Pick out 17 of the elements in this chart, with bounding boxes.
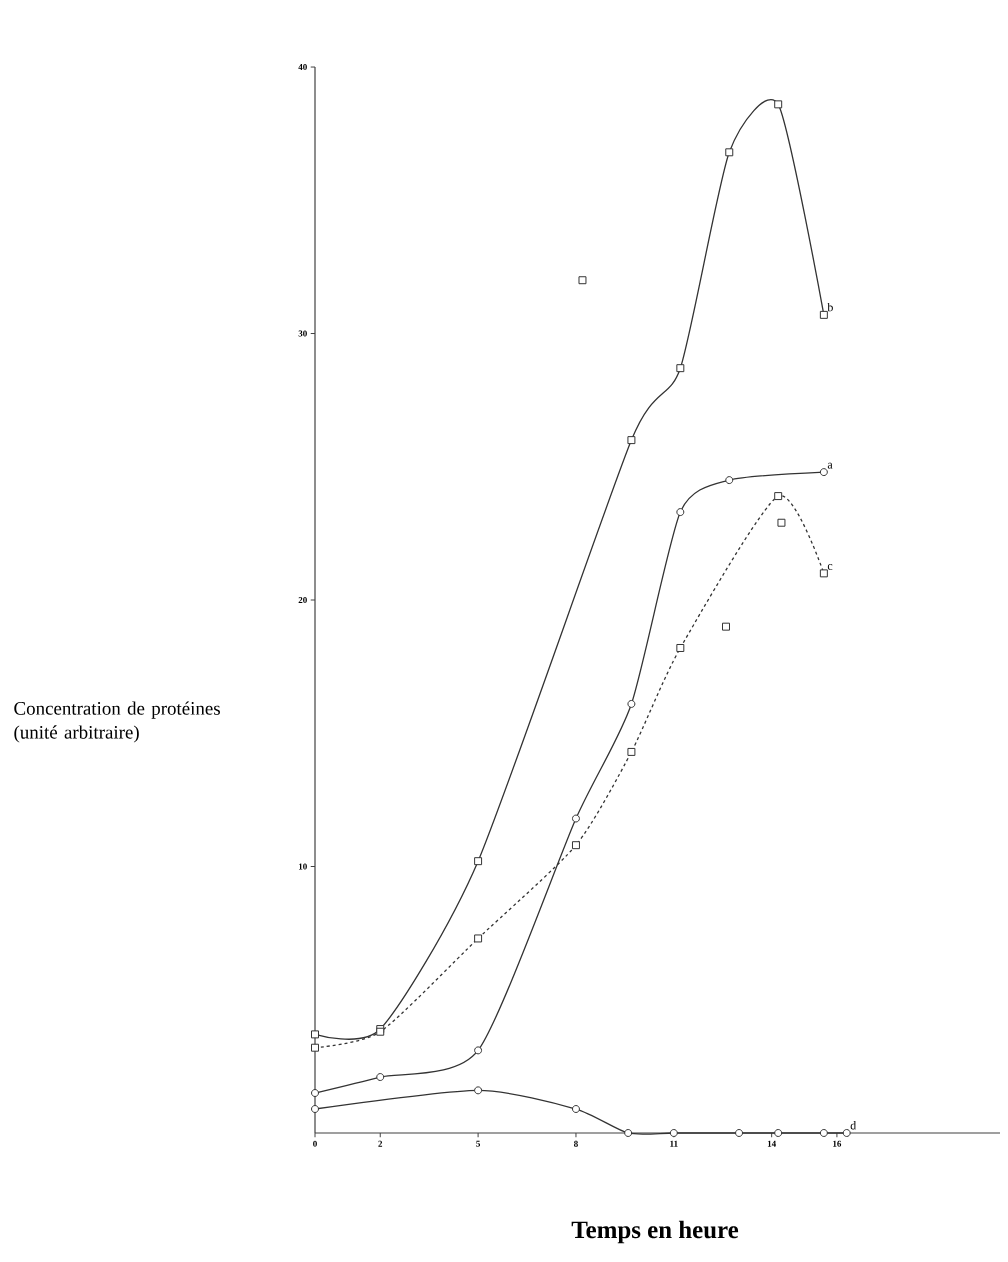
x-tick-label: 5: [476, 1140, 481, 1147]
series-label: b: [827, 302, 833, 312]
x-tick-label: 8: [574, 1140, 578, 1147]
x-tick-label: 14: [767, 1140, 776, 1147]
y-tick-label: 30: [298, 330, 307, 337]
x-tick-label: 2: [378, 1140, 383, 1147]
x-tick-label: 16: [833, 1140, 842, 1147]
y-axis-title: Concentration de protéines (unité arbitraire): [14, 701, 220, 743]
x-axis-title: Temps en heure: [571, 1220, 739, 1244]
series-label: c: [827, 564, 833, 570]
y-tick-label: 10: [298, 863, 307, 870]
y-tick-label: 40: [298, 64, 307, 71]
series-label: a: [827, 462, 833, 469]
x-tick-label: 11: [670, 1140, 678, 1147]
x-tick-label: 0: [313, 1140, 317, 1147]
y-tick-label: 20: [298, 596, 307, 604]
series-label: d: [850, 1121, 857, 1130]
